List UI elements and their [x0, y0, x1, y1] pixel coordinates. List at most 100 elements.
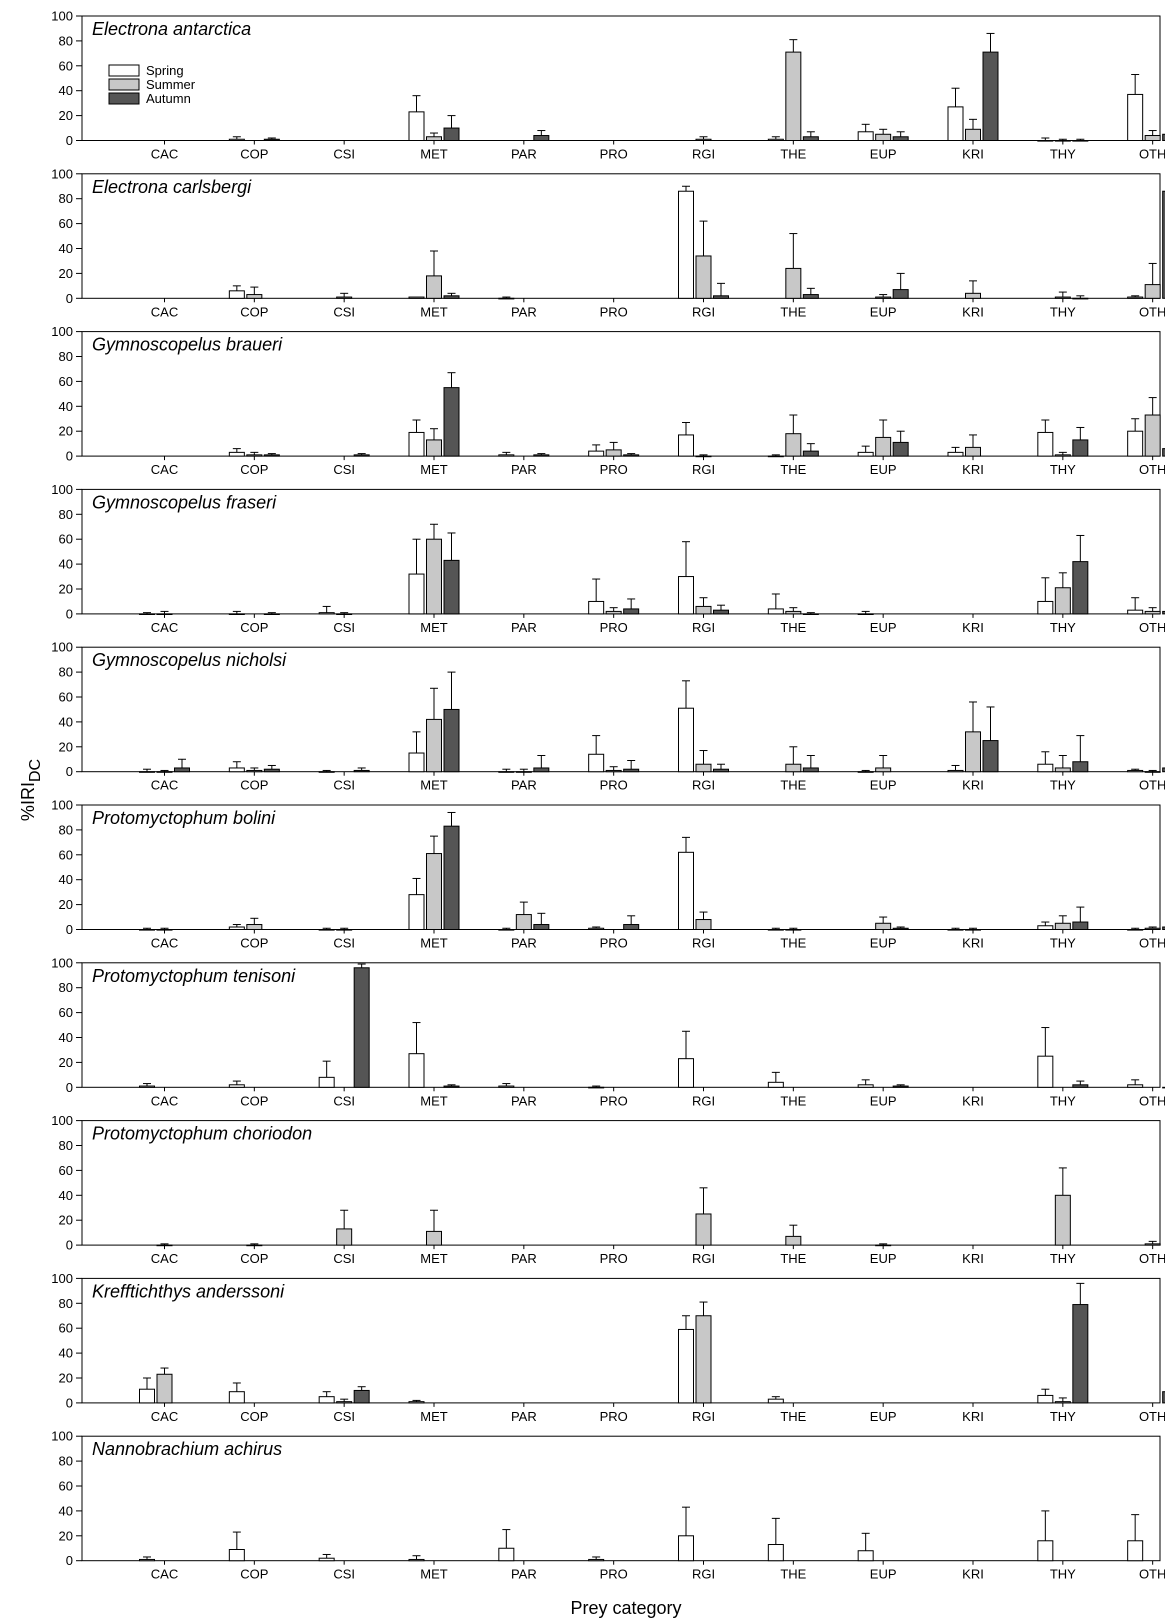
bar-spring — [408, 752, 425, 773]
bar-summer — [785, 433, 802, 457]
bar-autumn — [353, 454, 370, 457]
bar-autumn — [623, 454, 640, 457]
y-tick-label: 40 — [59, 714, 73, 729]
category-label: PAR — [511, 1251, 537, 1266]
category-label: PAR — [511, 620, 537, 635]
bar-summer — [1144, 610, 1161, 615]
y-tick-label: 100 — [51, 955, 73, 970]
category-label: PRO — [600, 1409, 628, 1424]
y-tick-label: 60 — [59, 690, 73, 705]
bar-autumn — [892, 927, 909, 931]
bar-spring — [1037, 600, 1054, 615]
y-tick-label: 20 — [59, 897, 73, 912]
bar-summer — [246, 1244, 263, 1247]
category-label: EUP — [870, 1251, 897, 1266]
category-label: EUP — [870, 620, 897, 635]
bar-spring — [767, 929, 784, 931]
bar-spring — [588, 927, 605, 931]
category-label: THY — [1050, 778, 1076, 793]
bar-summer — [1144, 284, 1161, 299]
bar-autumn — [1162, 926, 1165, 931]
bar-spring — [1127, 296, 1144, 299]
y-tick-label: 80 — [59, 1454, 73, 1469]
bar-spring — [139, 771, 155, 773]
category-label: EUP — [870, 936, 897, 951]
category-label: CSI — [333, 778, 355, 793]
bar-summer — [336, 296, 353, 299]
y-tick-label: 40 — [59, 557, 73, 572]
plot-frame — [81, 1435, 1161, 1562]
category-label: CAC — [151, 304, 178, 319]
bar-autumn — [1072, 297, 1089, 300]
y-tick-label: 20 — [59, 1213, 73, 1228]
bar-autumn — [892, 441, 909, 457]
panel-title: Electrona carlsbergi — [92, 177, 252, 197]
y-tick-label: 100 — [51, 1429, 73, 1444]
y-tick-label: 0 — [66, 922, 73, 937]
y-axis-label: %IRIDC — [18, 759, 44, 821]
y-tick-label: 20 — [59, 582, 73, 597]
bar-summer — [785, 929, 802, 931]
bar-spring — [408, 1053, 425, 1088]
bar-summer — [875, 767, 892, 773]
category-label: PRO — [600, 1567, 628, 1582]
category-label: RGI — [692, 620, 715, 635]
bar-spring — [857, 131, 874, 142]
bar-summer — [695, 455, 712, 458]
bar-spring — [228, 451, 245, 457]
y-tick-label: 40 — [59, 83, 73, 98]
category-label: CAC — [151, 1093, 178, 1108]
bar-summer — [785, 51, 802, 141]
bar-spring — [1127, 430, 1144, 457]
x-axis-label: Prey category — [570, 1598, 681, 1618]
bar-autumn — [1072, 921, 1089, 931]
bar-autumn — [443, 387, 460, 457]
y-tick-label: 60 — [59, 216, 73, 231]
y-axis-label-subscript: DC — [27, 759, 44, 782]
category-label: COP — [240, 620, 268, 635]
bar-autumn — [623, 608, 640, 615]
category-label: OTH — [1139, 1251, 1165, 1266]
category-label: CAC — [151, 1567, 178, 1582]
category-label: RGI — [692, 778, 715, 793]
bar-spring — [1037, 763, 1054, 773]
panel-title: Nannobrachium achirus — [92, 1439, 282, 1459]
bar-summer — [785, 267, 802, 299]
category-label: RGI — [692, 1409, 715, 1424]
y-tick-label: 100 — [51, 1113, 73, 1128]
bar-autumn — [713, 295, 729, 299]
bar-spring — [408, 894, 425, 931]
y-tick-label: 40 — [59, 1030, 73, 1045]
y-tick-label: 0 — [66, 764, 73, 779]
bar-spring — [947, 929, 964, 931]
category-label: OTH — [1139, 1093, 1165, 1108]
category-label: THE — [780, 620, 806, 635]
bar-summer — [695, 1315, 712, 1404]
bar-spring — [678, 851, 694, 930]
bar-spring — [678, 190, 694, 299]
category-label: CSI — [333, 1567, 355, 1582]
bar-summer — [785, 1235, 802, 1246]
bar-summer — [156, 771, 173, 773]
category-label: OTH — [1139, 304, 1165, 319]
category-label: COP — [240, 1409, 268, 1424]
y-tick-label: 80 — [59, 1138, 73, 1153]
chart-panel: 0 20 40 60 80 100 CAC COP CSI MET PAR PRO RGI THE EUP K… — [51, 482, 1165, 635]
bar-autumn — [802, 136, 819, 141]
y-tick-label: 100 — [51, 324, 73, 339]
category-label: PAR — [511, 462, 537, 477]
bar-autumn — [443, 1085, 460, 1088]
category-label: CAC — [151, 462, 178, 477]
bar-summer — [426, 538, 442, 615]
bar-spring — [1037, 1055, 1054, 1088]
bar-summer — [695, 763, 712, 773]
bar-autumn — [982, 740, 999, 773]
bar-summer — [1144, 135, 1161, 142]
panel-title: Gymnoscopelus fraseri — [92, 492, 277, 512]
category-label: MET — [420, 1567, 448, 1582]
bar-spring — [228, 138, 245, 142]
bar-spring — [947, 451, 964, 457]
category-label: RGI — [692, 147, 715, 162]
bar-autumn — [443, 825, 460, 930]
bar-summer — [156, 929, 173, 931]
